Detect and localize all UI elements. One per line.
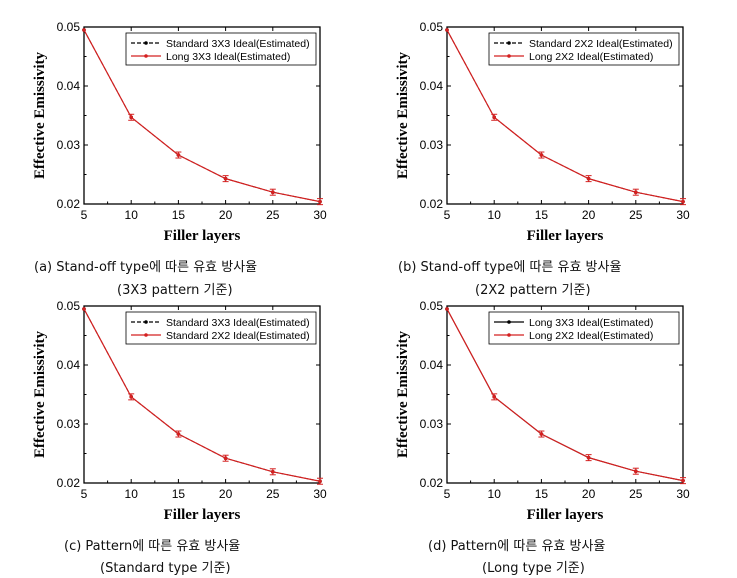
- y-axis-label: Effective Emissivity: [32, 51, 48, 179]
- x-tick-label: 15: [535, 208, 549, 222]
- y-tick-label: 0.02: [420, 197, 444, 211]
- x-axis-label: Filler layers: [527, 507, 604, 523]
- x-axis-label: Filler layers: [164, 507, 241, 523]
- chart-b: 5 10 15 20 25 30 0.02 0.03 0.04 0.05 Filler layers…: [395, 20, 690, 244]
- series-line: [446, 308, 684, 482]
- series-line: [83, 29, 321, 203]
- y-tick-label: 0.05: [57, 20, 81, 34]
- x-tick-label: 20: [582, 487, 596, 501]
- data-point: [445, 28, 449, 32]
- data-point: [445, 307, 449, 311]
- legend-box: [488, 311, 680, 345]
- chart-d: 5 10 15 20 25 30 0.02 0.03 0.04 0.05 Filler layers…: [395, 299, 690, 523]
- y-tick-label: 0.04: [57, 79, 81, 93]
- legend-label: Standard 2X2 Ideal(Estimated): [529, 38, 673, 50]
- x-tick-label: 30: [313, 208, 327, 222]
- legend-swatch-marker: [144, 333, 148, 337]
- x-tick-label: 10: [488, 487, 502, 501]
- x-tick-label: 15: [172, 487, 186, 501]
- x-tick-label: 25: [629, 208, 643, 222]
- legend-box: [125, 32, 317, 66]
- x-tick-label: 10: [125, 208, 139, 222]
- legend-label: Long 3X3 Ideal(Estimated): [166, 51, 290, 63]
- data-point: [82, 307, 86, 311]
- x-tick-label: 25: [629, 487, 643, 501]
- y-tick-label: 0.04: [420, 79, 444, 93]
- y-tick-label: 0.04: [420, 358, 444, 372]
- x-tick-label: 30: [676, 487, 690, 501]
- x-tick-label: 15: [172, 208, 186, 222]
- caption-d-sub: (Long type 기준): [482, 561, 585, 576]
- x-tick-label: 15: [535, 487, 549, 501]
- y-tick-label: 0.03: [420, 138, 444, 152]
- chart-c: 5 10 15 20 25 30 0.02 0.03 0.04 0.05 Filler layers…: [32, 299, 327, 523]
- x-tick-label: 25: [266, 487, 280, 501]
- x-tick-label: 10: [125, 487, 139, 501]
- data-point: [82, 28, 86, 32]
- legend-label: Standard 2X2 Ideal(Estimated): [166, 330, 310, 342]
- caption-c: (c) Pattern에 따른 유효 방사율: [64, 539, 241, 554]
- y-tick-label: 0.02: [420, 476, 444, 490]
- y-tick-label: 0.05: [420, 299, 444, 313]
- y-axis-label: Effective Emissivity: [395, 51, 411, 179]
- x-tick-label: 25: [266, 208, 280, 222]
- legend-swatch-marker: [507, 54, 511, 58]
- legend-swatch-marker: [144, 41, 148, 45]
- y-tick-label: 0.02: [57, 197, 81, 211]
- x-tick-label: 5: [444, 487, 451, 501]
- caption-b-sub: (2X2 pattern 기준): [475, 283, 591, 298]
- x-axis-label: Filler layers: [164, 228, 241, 244]
- legend-label: Long 2X2 Ideal(Estimated): [529, 51, 653, 63]
- series-line: [83, 308, 321, 482]
- x-tick-label: 5: [444, 208, 451, 222]
- x-tick-label: 20: [219, 487, 233, 501]
- chart-a: 5 10 15 20 25 30 0.02 0.03 0.04 0.05 Filler layers…: [32, 20, 327, 244]
- x-axis-label: Filler layers: [527, 228, 604, 244]
- legend-swatch-marker: [144, 320, 148, 324]
- legend-swatch-marker: [144, 54, 148, 58]
- legend-label: Long 3X3 Ideal(Estimated): [529, 317, 653, 329]
- caption-a: (a) Stand-off type에 따른 유효 방사율: [34, 260, 258, 275]
- x-tick-label: 20: [582, 208, 596, 222]
- y-tick-label: 0.03: [57, 138, 81, 152]
- x-tick-label: 5: [81, 487, 88, 501]
- legend-label: Standard 3X3 Ideal(Estimated): [166, 38, 310, 50]
- x-tick-label: 30: [313, 487, 327, 501]
- caption-c-sub: (Standard type 기준): [100, 561, 231, 576]
- legend-swatch-marker: [507, 320, 511, 324]
- legend-swatch-marker: [507, 41, 511, 45]
- x-tick-label: 5: [81, 208, 88, 222]
- legend-label: Standard 3X3 Ideal(Estimated): [166, 317, 310, 329]
- caption-b: (b) Stand-off type에 따른 유효 방사율: [398, 260, 622, 275]
- x-tick-label: 10: [488, 208, 502, 222]
- y-axis-label: Effective Emissivity: [395, 330, 411, 458]
- legend-box: [125, 311, 317, 345]
- legend-swatch-marker: [507, 333, 511, 337]
- caption-d: (d) Pattern에 따른 유효 방사율: [428, 539, 606, 554]
- x-tick-label: 20: [219, 208, 233, 222]
- y-tick-label: 0.03: [57, 417, 81, 431]
- caption-a-sub: (3X3 pattern 기준): [117, 283, 233, 298]
- y-axis-label: Effective Emissivity: [32, 330, 48, 458]
- legend-box: [488, 32, 680, 66]
- y-tick-label: 0.05: [420, 20, 444, 34]
- legend-label: Long 2X2 Ideal(Estimated): [529, 330, 653, 342]
- y-tick-label: 0.02: [57, 476, 81, 490]
- series-line: [446, 29, 684, 203]
- x-tick-label: 30: [676, 208, 690, 222]
- y-tick-label: 0.03: [420, 417, 444, 431]
- y-tick-label: 0.05: [57, 299, 81, 313]
- y-tick-label: 0.04: [57, 358, 81, 372]
